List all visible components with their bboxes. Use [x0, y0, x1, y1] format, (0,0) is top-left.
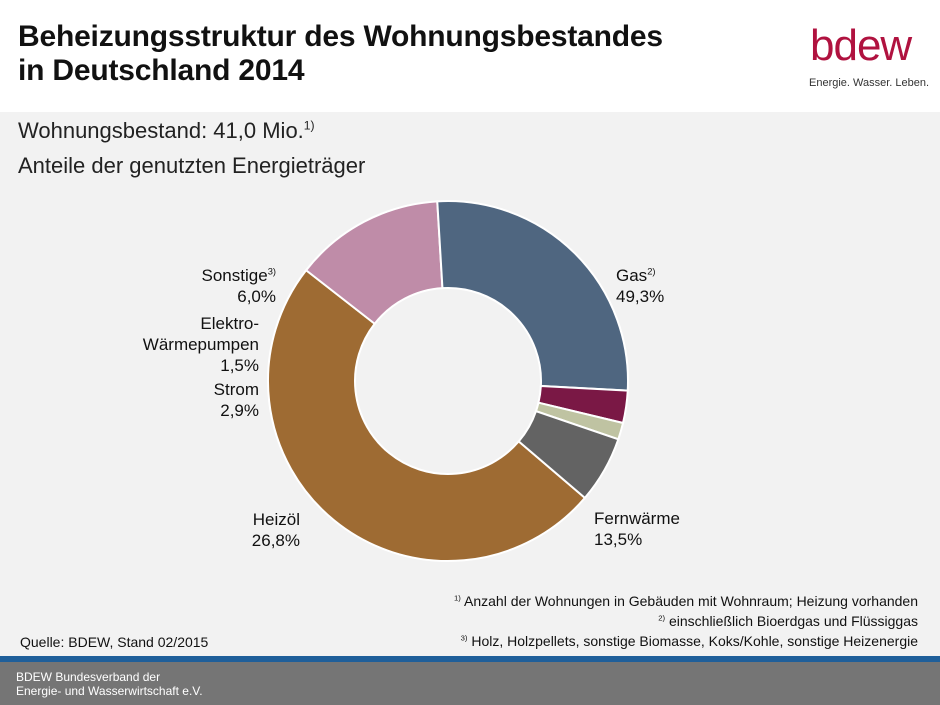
- label-fernwaerme-value: 13,5%: [594, 530, 643, 549]
- label-gas-mark: 2): [647, 266, 656, 277]
- footnote-3-mark: 3): [460, 633, 468, 643]
- footnote-2-mark: 2): [658, 613, 666, 623]
- label-waermepumpen-line2: Wärmepumpen: [142, 335, 259, 354]
- footnote-2: 2) einschließlich Bioerdgas und Flüssigg…: [658, 613, 918, 629]
- label-heizoel-name: Heizöl: [252, 510, 300, 529]
- label-fernwaerme-name: Fernwärme: [594, 509, 680, 528]
- page-title: Beheizungsstruktur des Wohnungsbestandes…: [18, 20, 663, 88]
- chart-panel: Wohnungsbestand: 41,0 Mio.1) Anteile der…: [0, 112, 940, 656]
- label-strom-value: 2,9%: [220, 401, 259, 420]
- footnote-3: 3) Holz, Holzpellets, sonstige Biomasse,…: [461, 633, 918, 649]
- footnote-1-text: Anzahl der Wohnungen in Gebäuden mit Woh…: [464, 593, 918, 609]
- label-gas-value: 49,3%: [616, 287, 665, 306]
- logo-tagline: Energie. Wasser. Leben.: [809, 77, 930, 89]
- footer-org-name: BDEW Bundesverband der Energie- und Wass…: [16, 670, 203, 698]
- label-gas: Gas2) 49,3%: [616, 265, 664, 307]
- label-waermepumpen: Elektro- Wärmepumpen 1,5%: [143, 313, 259, 376]
- subtitle-line-1: Wohnungsbestand: 41,0 Mio.: [18, 118, 304, 143]
- footnote-2-text: einschließlich Bioerdgas und Flüssiggas: [668, 613, 918, 629]
- slice-gas: [267, 268, 587, 563]
- label-waermepumpen-value: 1,5%: [220, 356, 259, 375]
- label-waermepumpen-line1: Elektro-: [200, 314, 259, 333]
- footnote-1-mark: 1): [454, 593, 461, 603]
- label-strom: Strom 2,9%: [214, 379, 259, 421]
- subtitle-line-2: Anteile der genutzten Energieträger: [18, 153, 366, 178]
- footer-line-2: Energie- und Wasserwirtschaft e.V.: [16, 684, 203, 698]
- subtitle-housing-stock: Wohnungsbestand: 41,0 Mio.1): [18, 118, 315, 144]
- slice-heizoel: [436, 200, 629, 392]
- label-sonstige-name: Sonstige: [201, 266, 268, 285]
- label-sonstige: Sonstige3) 6,0%: [202, 265, 276, 307]
- footer: BDEW Bundesverband der Energie- und Wass…: [0, 662, 940, 705]
- footnote-3-text: Holz, Holzpellets, sonstige Biomasse, Ko…: [471, 633, 918, 649]
- label-sonstige-mark: 3): [267, 266, 276, 277]
- title-line-2: in Deutschland 2014: [18, 54, 305, 87]
- label-fernwaerme: Fernwärme 13,5%: [594, 508, 680, 550]
- source-note: Quelle: BDEW, Stand 02/2015: [20, 634, 209, 650]
- slice-sonstige: [517, 409, 620, 500]
- donut-chart: [267, 200, 629, 563]
- label-sonstige-value: 6,0%: [237, 287, 276, 306]
- bdew-logo: bdew: [810, 21, 912, 70]
- label-heizoel-value: 26,8%: [251, 531, 300, 550]
- footer-line-1: BDEW Bundesverband der: [16, 670, 161, 684]
- label-strom-name: Strom: [213, 380, 259, 399]
- footnote-1: 1) Anzahl der Wohnungen in Gebäuden mit …: [454, 593, 918, 609]
- label-gas-name: Gas: [616, 266, 648, 285]
- footnote-mark: 1): [303, 118, 315, 133]
- label-heizoel: Heizöl 26,8%: [252, 509, 300, 551]
- header: Beheizungsstruktur des Wohnungsbestandes…: [0, 0, 940, 112]
- title-line-1: Beheizungsstruktur des Wohnungsbestandes: [18, 20, 663, 53]
- footer-accent-bar: [0, 656, 940, 662]
